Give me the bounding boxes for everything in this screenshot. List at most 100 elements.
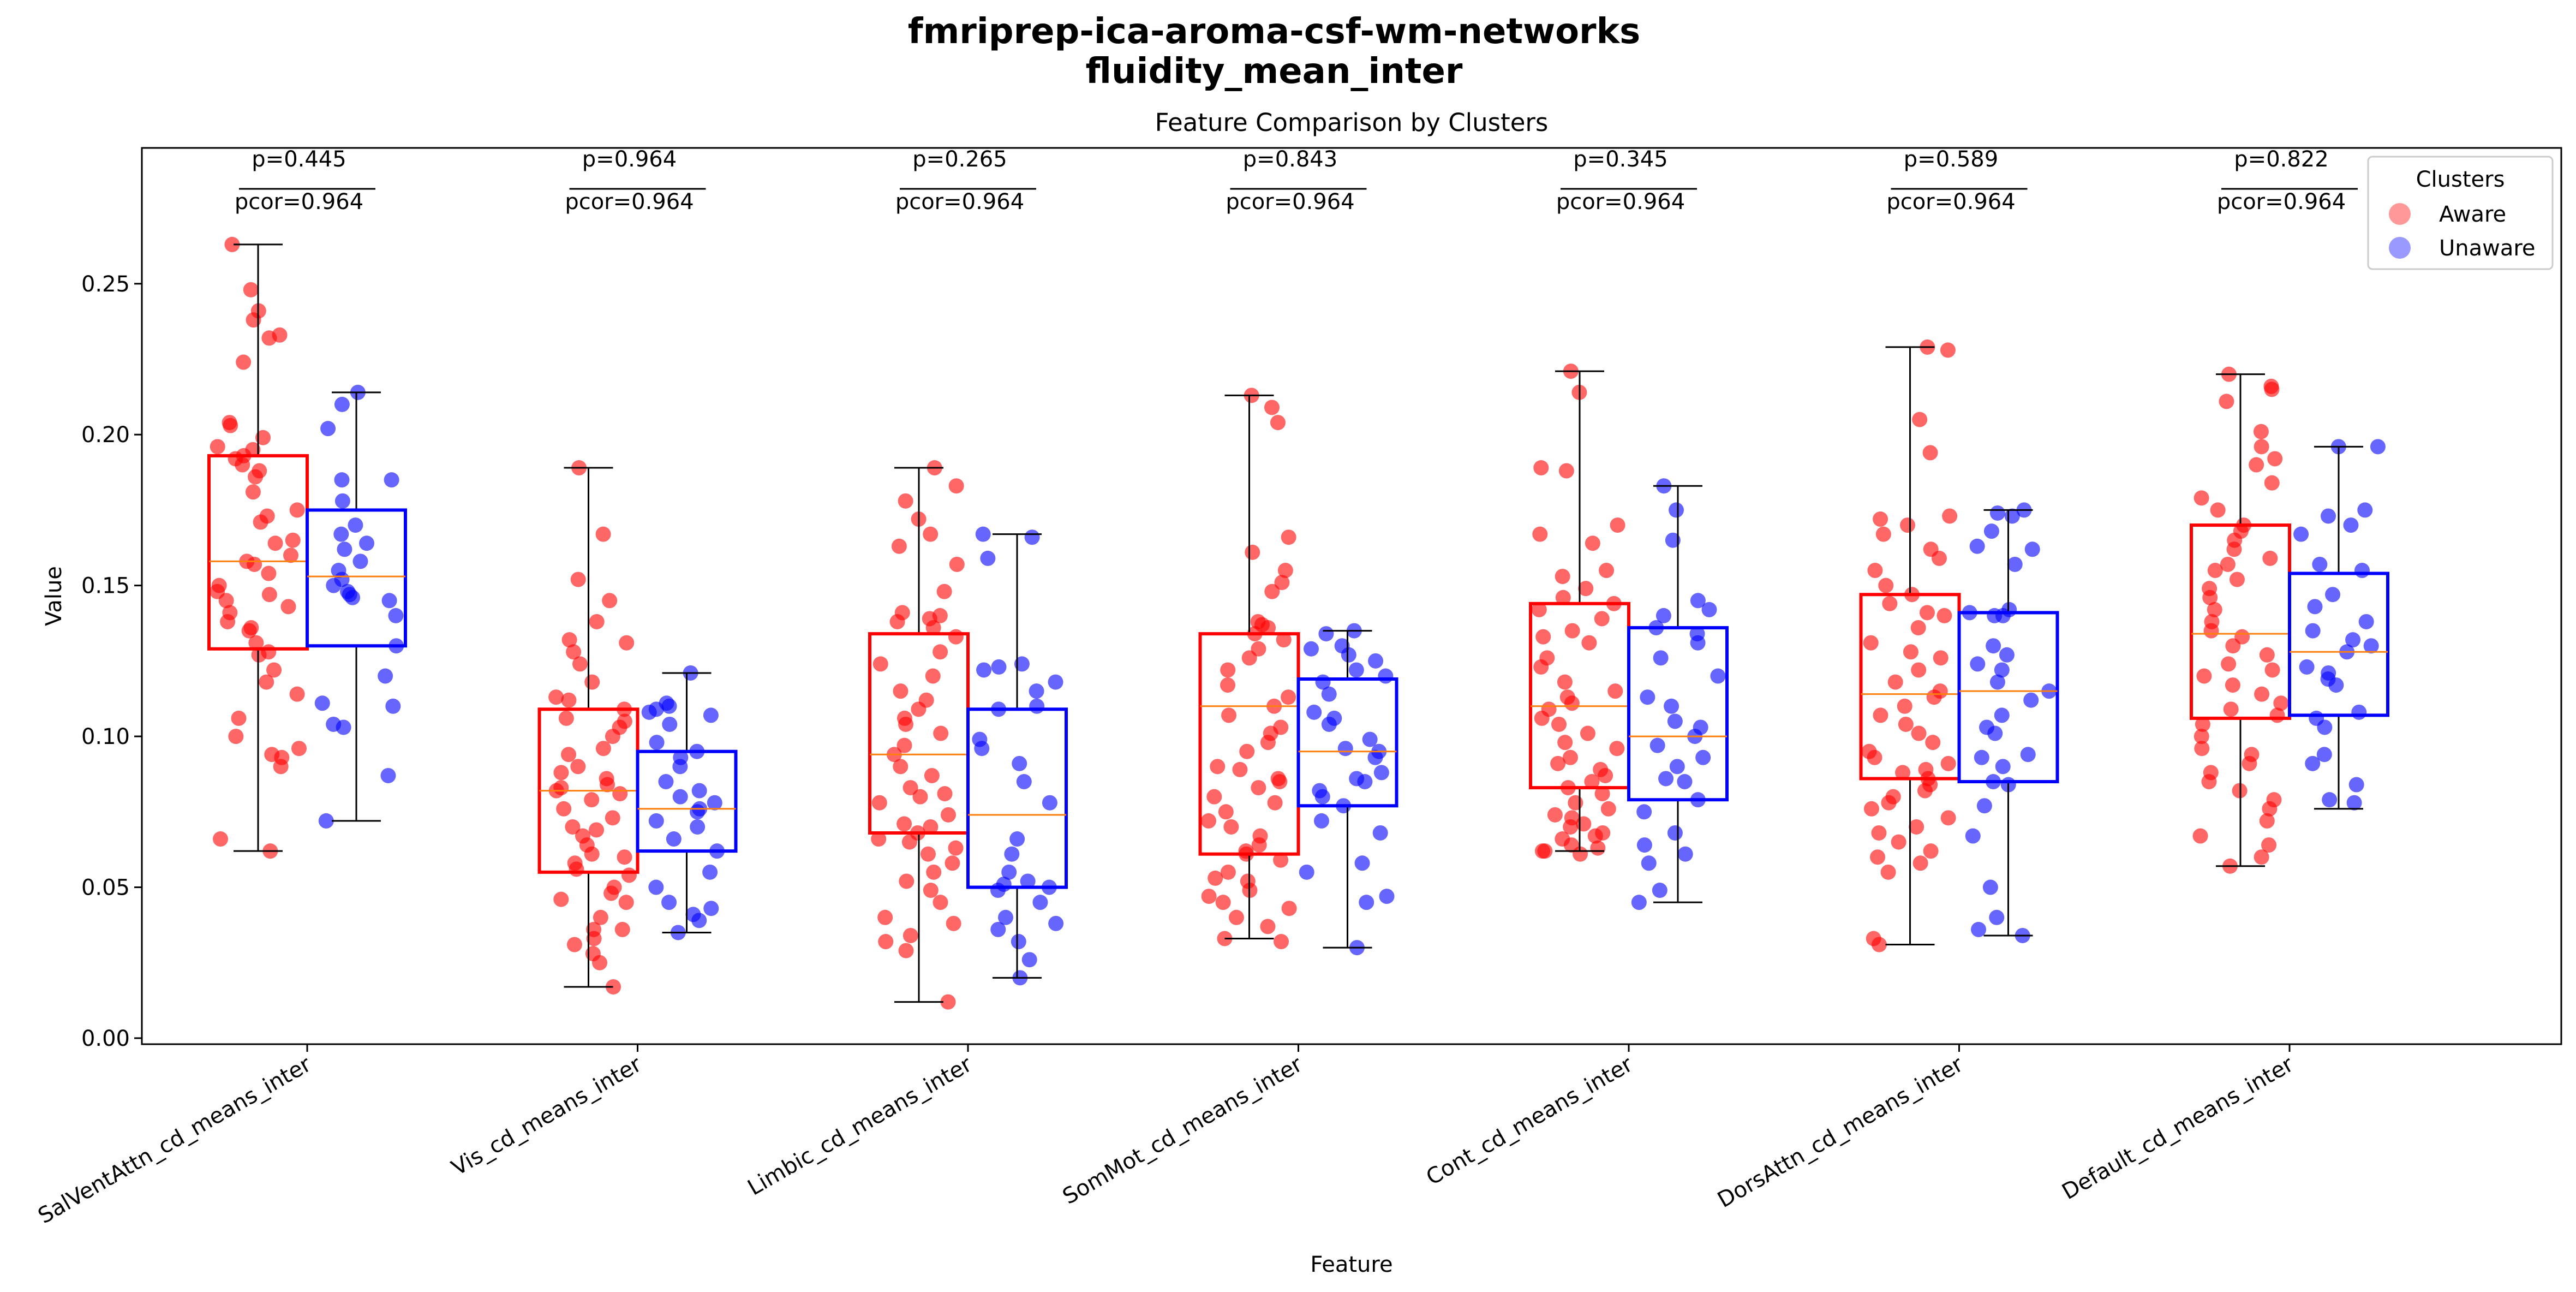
data-point-unaware bbox=[1667, 825, 1683, 841]
data-point-aware bbox=[933, 644, 948, 660]
data-point-aware bbox=[2203, 623, 2219, 639]
p-value-label: p=0.964 bbox=[582, 147, 677, 172]
box-unaware bbox=[1296, 677, 1398, 808]
data-point-unaware bbox=[336, 719, 351, 735]
data-point-aware bbox=[1912, 412, 1928, 427]
data-point-aware bbox=[1251, 837, 1267, 853]
data-point-aware bbox=[1232, 761, 1248, 777]
p-value-label: p=0.445 bbox=[252, 147, 346, 172]
data-point-aware bbox=[1221, 707, 1237, 723]
data-point-aware bbox=[1547, 807, 1563, 823]
data-point-unaware bbox=[1313, 813, 1329, 829]
box-group-aware bbox=[1198, 388, 1300, 950]
legend-box bbox=[2367, 156, 2554, 270]
data-point-aware bbox=[617, 849, 632, 865]
data-point-unaware bbox=[1048, 915, 1064, 931]
data-point-aware bbox=[1882, 596, 1898, 611]
data-point-unaware bbox=[314, 695, 330, 711]
data-point-aware bbox=[589, 614, 605, 629]
data-point-aware bbox=[911, 701, 927, 717]
data-point-unaware bbox=[1354, 855, 1370, 871]
data-point-unaware bbox=[2321, 508, 2336, 524]
data-point-aware bbox=[1534, 843, 1550, 859]
data-point-aware bbox=[1910, 620, 1926, 636]
data-point-aware bbox=[603, 885, 619, 901]
data-point-aware bbox=[1241, 650, 1257, 666]
data-point-aware bbox=[2210, 502, 2226, 518]
data-point-aware bbox=[259, 674, 274, 690]
data-point-aware bbox=[896, 737, 912, 753]
data-point-unaware bbox=[2023, 692, 2039, 708]
data-point-aware bbox=[1533, 460, 1549, 476]
data-point-aware bbox=[1239, 743, 1255, 759]
data-point-unaware bbox=[691, 913, 707, 928]
data-point-unaware bbox=[1994, 707, 2010, 723]
data-point-unaware bbox=[990, 883, 1006, 898]
data-point-aware bbox=[1206, 789, 1222, 805]
data-point-unaware bbox=[385, 698, 401, 714]
y-tick-label: 0.15 bbox=[81, 574, 130, 599]
p-value-label: p=0.822 bbox=[2234, 147, 2328, 172]
data-point-unaware bbox=[1367, 749, 1383, 765]
data-point-aware bbox=[933, 725, 949, 741]
data-point-aware bbox=[231, 710, 247, 726]
data-point-aware bbox=[925, 620, 941, 636]
data-point-unaware bbox=[1359, 895, 1374, 910]
data-point-aware bbox=[548, 689, 564, 705]
data-point-aware bbox=[261, 587, 277, 603]
data-point-aware bbox=[210, 439, 225, 455]
data-point-unaware bbox=[380, 767, 396, 783]
data-point-aware bbox=[945, 855, 960, 871]
data-point-aware bbox=[2194, 741, 2210, 757]
data-point-unaware bbox=[1987, 725, 2003, 741]
data-point-unaware bbox=[1658, 771, 1674, 787]
data-point-aware bbox=[949, 556, 965, 572]
data-point-aware bbox=[1911, 725, 1927, 741]
data-point-aware bbox=[2264, 475, 2280, 491]
data-point-aware bbox=[570, 759, 586, 775]
data-point-aware bbox=[2226, 541, 2242, 557]
data-point-aware bbox=[2201, 774, 2217, 790]
data-point-aware bbox=[920, 846, 936, 862]
data-point-aware bbox=[1931, 550, 1947, 566]
data-point-aware bbox=[1599, 563, 1615, 579]
data-point-aware bbox=[889, 614, 905, 629]
data-point-aware bbox=[891, 538, 907, 554]
data-point-unaware bbox=[1999, 647, 2015, 663]
data-point-aware bbox=[1276, 632, 1292, 648]
data-point-unaware bbox=[1299, 864, 1314, 880]
data-point-aware bbox=[236, 354, 252, 370]
data-point-unaware bbox=[1710, 668, 1726, 684]
data-point-aware bbox=[1562, 749, 1578, 765]
data-point-aware bbox=[558, 710, 574, 726]
box-group-unaware bbox=[1627, 478, 1729, 910]
data-point-aware bbox=[1535, 629, 1551, 645]
data-point-unaware bbox=[974, 741, 990, 757]
data-point-aware bbox=[1557, 735, 1573, 751]
data-point-unaware bbox=[1667, 713, 1683, 729]
legend: Clusters Aware Unaware bbox=[2367, 156, 2554, 270]
data-point-aware bbox=[2273, 695, 2289, 711]
data-point-aware bbox=[933, 895, 948, 910]
data-point-aware bbox=[1607, 683, 1623, 699]
data-point-aware bbox=[1903, 644, 1918, 660]
data-point-aware bbox=[1925, 735, 1941, 751]
data-point-unaware bbox=[2020, 747, 2036, 763]
data-point-unaware bbox=[991, 659, 1007, 675]
data-point-aware bbox=[896, 816, 912, 832]
data-point-unaware bbox=[2354, 563, 2370, 579]
data-point-unaware bbox=[2351, 704, 2367, 720]
data-point-aware bbox=[2192, 828, 2208, 844]
box-unaware bbox=[2288, 571, 2389, 717]
data-point-aware bbox=[940, 994, 956, 1010]
data-point-unaware bbox=[384, 472, 399, 488]
data-point-aware bbox=[1881, 795, 1897, 811]
data-point-aware bbox=[291, 741, 307, 757]
data-point-aware bbox=[2264, 382, 2280, 397]
data-point-aware bbox=[1609, 741, 1625, 757]
data-point-aware bbox=[893, 683, 909, 699]
box-unaware bbox=[1957, 611, 2059, 784]
data-point-aware bbox=[1580, 725, 1595, 741]
legend-marker-unaware bbox=[2389, 237, 2411, 259]
data-point-aware bbox=[926, 864, 942, 880]
